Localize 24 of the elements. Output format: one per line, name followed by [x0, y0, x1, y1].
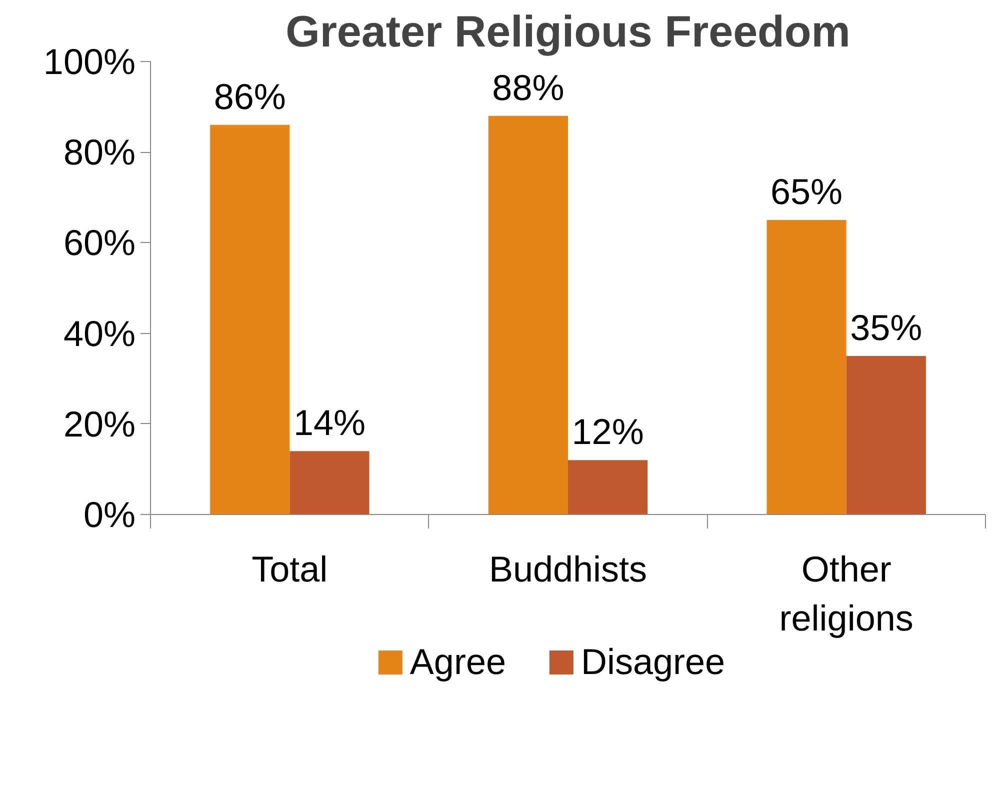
legend-label: Agree: [410, 641, 506, 683]
y-tick-label: 80%: [63, 132, 136, 173]
chart-title: Greater Religious Freedom: [286, 8, 850, 56]
data-label: 86%: [214, 76, 286, 117]
data-label: 35%: [850, 306, 922, 348]
y-tick-label: 60%: [63, 222, 136, 264]
legend-label: Disagree: [581, 641, 726, 683]
y-tick-label: 0%: [83, 494, 136, 535]
data-label: 12%: [572, 411, 644, 452]
bar: [290, 451, 370, 514]
y-tick-label: 40%: [63, 312, 136, 354]
bar: [846, 356, 926, 514]
y-tick-label: 20%: [63, 403, 136, 444]
y-tick-label: 100%: [43, 41, 136, 82]
data-label: 88%: [492, 66, 564, 108]
bar: [568, 460, 648, 514]
bar: [210, 124, 290, 514]
data-label: 14%: [293, 402, 366, 444]
bar: [488, 116, 568, 514]
x-tick-label: Other religions: [779, 548, 914, 639]
x-tick-label: Total: [252, 548, 328, 590]
data-label: 65%: [770, 171, 843, 212]
x-tick-label: Buddhists: [488, 548, 648, 590]
bar: [766, 220, 846, 514]
